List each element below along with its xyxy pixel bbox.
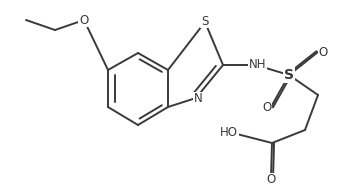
Text: NH: NH [249, 58, 267, 72]
Text: HO: HO [220, 127, 238, 139]
Text: O: O [262, 100, 272, 113]
Text: O: O [319, 45, 328, 58]
Text: O: O [79, 13, 89, 27]
Text: N: N [194, 92, 203, 105]
Text: O: O [266, 173, 276, 186]
Text: S: S [284, 68, 294, 82]
Text: S: S [201, 14, 209, 27]
